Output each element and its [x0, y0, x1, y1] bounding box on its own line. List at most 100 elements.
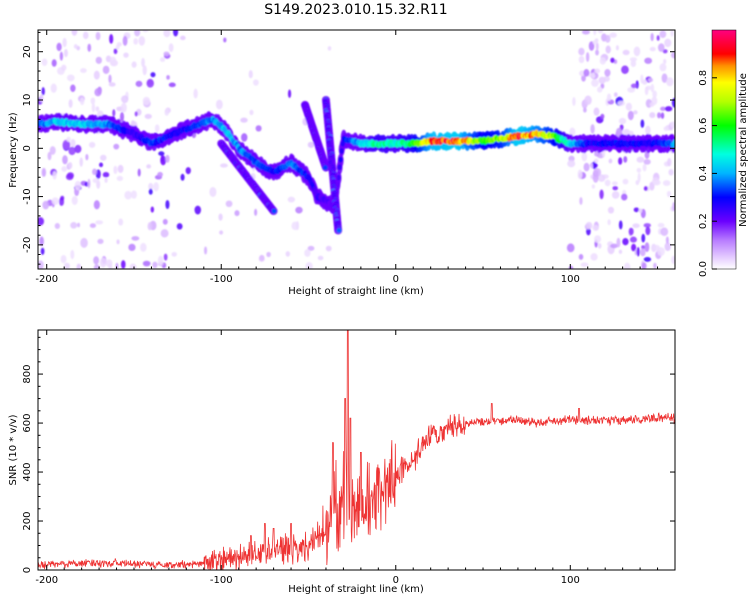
x-tick-label: -200 — [35, 575, 58, 586]
noise-cell — [647, 77, 654, 83]
noise-cell — [90, 97, 96, 105]
noise-cell — [60, 254, 67, 264]
noise-cell — [104, 177, 108, 183]
noise-cell — [168, 82, 176, 88]
noise-cell — [603, 75, 610, 82]
noise-cell — [643, 159, 651, 165]
noise-cell — [89, 223, 97, 228]
noise-cell — [158, 151, 165, 156]
noise-cell — [162, 218, 168, 225]
noise-cell — [597, 174, 606, 182]
noise-cell — [325, 245, 332, 252]
colorbar-tick-label: 0.4 — [698, 165, 709, 181]
noise-cell — [593, 158, 599, 164]
noise-cell — [656, 35, 660, 41]
colorbar-tick-label: 0.6 — [698, 118, 709, 134]
noise-cell — [616, 237, 621, 248]
noise-cell — [618, 117, 627, 125]
noise-cell — [147, 222, 153, 231]
noise-cell — [625, 102, 632, 111]
noise-cell — [131, 236, 140, 241]
noise-cell — [307, 245, 315, 251]
noise-cell — [581, 152, 588, 162]
noise-cell — [97, 238, 104, 244]
noise-cell — [612, 185, 618, 191]
x-tick-label: 100 — [561, 575, 580, 586]
noise-cell — [590, 124, 595, 134]
noise-cell — [659, 63, 667, 72]
ridge-core — [336, 174, 341, 181]
noise-cell — [606, 93, 612, 102]
noise-cell — [578, 47, 585, 56]
noise-cell — [592, 40, 598, 45]
noise-cell — [123, 52, 129, 58]
noise-cell — [93, 200, 100, 210]
colorbar-ticks: 0.0 0.2 0.4 0.6 0.8 — [698, 70, 717, 277]
noise-cell — [74, 180, 82, 191]
noise-cell — [54, 222, 61, 229]
noise-cell — [572, 97, 576, 106]
noise-cell — [142, 65, 147, 76]
noise-cell — [119, 111, 125, 122]
noise-cell — [252, 79, 259, 86]
noise-cell — [163, 51, 170, 57]
noise-cell — [605, 45, 611, 54]
noise-cell — [142, 30, 149, 33]
noise-cell — [241, 133, 248, 142]
noise-cell — [116, 42, 122, 47]
noise-cell — [643, 223, 651, 228]
noise-cell — [629, 57, 638, 62]
noise-cell — [643, 186, 648, 191]
noise-cell — [569, 127, 576, 137]
noise-cell — [671, 255, 675, 265]
noise-cell — [128, 243, 136, 252]
y-tick-label: 0 — [22, 567, 33, 573]
noise-cell — [600, 113, 605, 120]
noise-cell — [95, 56, 102, 64]
noise-cell — [604, 34, 611, 43]
noise-cell — [41, 58, 48, 66]
noise-cell — [649, 46, 656, 52]
noise-cell — [627, 110, 634, 121]
noise-cell — [660, 106, 667, 111]
noise-cell — [266, 251, 271, 258]
spectrogram-x-ticks: -200 -100 0 100 — [35, 30, 659, 285]
noise-cell — [185, 167, 191, 175]
noise-cell — [636, 156, 645, 163]
noise-cell — [667, 158, 672, 167]
noise-cell — [615, 45, 619, 51]
noise-cell — [618, 157, 623, 165]
noise-cell — [61, 64, 67, 71]
noise-cell — [644, 242, 650, 253]
noise-cell — [47, 151, 52, 161]
noise-cell — [621, 193, 628, 201]
noise-cell — [148, 182, 154, 191]
noise-cell — [59, 51, 64, 61]
noise-cell — [578, 55, 585, 64]
y-tick-label: -10 — [22, 188, 33, 204]
noise-cell — [666, 190, 672, 198]
noise-cell — [585, 52, 590, 62]
x-tick-label: -200 — [35, 274, 58, 285]
noise-cell — [108, 74, 112, 84]
noise-cell — [649, 112, 656, 119]
noise-cell — [662, 180, 671, 186]
branch-core — [271, 208, 277, 214]
snr-panel: -200 -100 0 100 0 200 400 600 800 Height of str… — [8, 329, 676, 595]
noise-cell — [650, 33, 654, 42]
noise-cell — [664, 38, 672, 48]
noise-cell — [638, 208, 643, 214]
ridge-core — [340, 140, 345, 147]
noise-cell — [650, 83, 655, 93]
noise-cell — [622, 178, 629, 185]
noise-cell — [176, 223, 183, 230]
noise-cell — [92, 168, 98, 176]
noise-cell — [87, 43, 92, 52]
noise-cell — [163, 253, 168, 261]
colorbar-tick-label: 0.0 — [698, 261, 709, 277]
y-tick-label: 20 — [22, 45, 33, 58]
noise-cell — [121, 95, 129, 104]
noise-cell — [636, 167, 642, 173]
noise-cell — [105, 259, 113, 268]
